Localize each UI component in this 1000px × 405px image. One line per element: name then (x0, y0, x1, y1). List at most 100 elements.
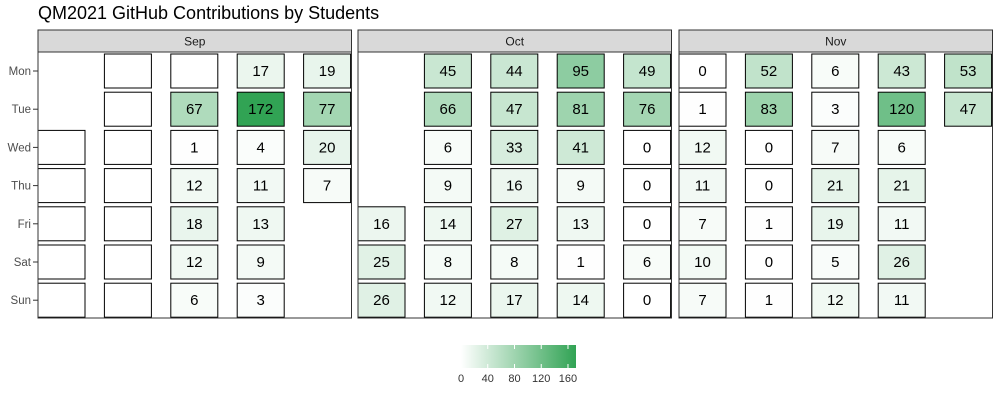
calendar-cell (423, 244, 472, 280)
calendar-cell (103, 91, 152, 127)
weekday-label: Sun (11, 295, 31, 307)
calendar-cell (236, 206, 285, 242)
calendar-cell (623, 168, 672, 204)
cell-value-label: 3 (831, 101, 839, 118)
cell-value-label: 0 (643, 216, 651, 233)
calendar-cell (37, 244, 86, 280)
calendar-cell (490, 129, 539, 165)
calendar-cell (103, 53, 152, 89)
cell-value-label: 76 (639, 101, 656, 118)
cell-value-label: 0 (643, 139, 651, 156)
cell-value-label: 172 (248, 101, 273, 118)
cell-value-label: 8 (444, 254, 452, 271)
calendar-cell (170, 129, 219, 165)
calendar-cell (103, 206, 152, 242)
calendar-cell (623, 129, 672, 165)
cell-value-label: 1 (698, 101, 706, 118)
weekday-label: Sat (14, 257, 32, 269)
weekday-label: Mon (9, 66, 31, 78)
calendar-cell (357, 282, 406, 318)
cell-value-label: 21 (827, 178, 844, 195)
weekday-label: Fri (18, 219, 31, 231)
calendar-cell (490, 244, 539, 280)
legend-tick-label: 40 (482, 373, 494, 385)
calendar-cell (944, 53, 993, 89)
cell-value-label: 12 (440, 292, 457, 309)
calendar-cell (744, 91, 793, 127)
cell-value-label: 18 (186, 216, 203, 233)
cell-value-label: 26 (373, 292, 390, 309)
cell-value-label: 13 (252, 216, 269, 233)
cell-value-label: 81 (572, 101, 589, 118)
calendar-cell (877, 168, 926, 204)
cell-value-label: 17 (252, 63, 269, 80)
cell-value-label: 0 (765, 254, 773, 271)
calendar-cell (944, 91, 993, 127)
legend-tick-label: 160 (559, 373, 577, 385)
calendar-cell (490, 53, 539, 89)
calendar-cell (490, 91, 539, 127)
cell-value-label: 13 (572, 216, 589, 233)
calendar-cell (236, 282, 285, 318)
cell-value-label: 66 (440, 101, 457, 118)
calendar-cell (303, 53, 352, 89)
legend-tick-label: 120 (532, 373, 550, 385)
calendar-cell (623, 91, 672, 127)
cell-value-label: 6 (831, 63, 839, 80)
calendar-cell (678, 282, 727, 318)
cell-value-label: 16 (373, 216, 390, 233)
cell-value-label: 12 (827, 292, 844, 309)
cell-value-label: 19 (319, 63, 336, 80)
cell-value-label: 7 (323, 178, 331, 195)
facet-label: Oct (505, 35, 524, 49)
calendar-cell (877, 91, 926, 127)
legend-tick-label: 0 (458, 373, 464, 385)
weekday-label: Wed (8, 142, 31, 154)
cell-value-label: 33 (506, 139, 523, 156)
cell-value-label: 41 (572, 139, 589, 156)
cell-value-label: 9 (444, 178, 452, 195)
cell-value-label: 12 (186, 254, 203, 271)
calendar-cell (103, 129, 152, 165)
cell-value-label: 67 (186, 101, 203, 118)
cell-value-label: 26 (893, 254, 910, 271)
calendar-cell (811, 244, 860, 280)
cell-value-label: 12 (694, 139, 711, 156)
calendar-cell (556, 206, 605, 242)
calendar-cell (811, 282, 860, 318)
cell-value-label: 17 (506, 292, 523, 309)
cell-value-label: 11 (253, 178, 269, 195)
calendar-cell (490, 206, 539, 242)
calendar-cell (556, 168, 605, 204)
calendar-cell (811, 206, 860, 242)
cell-value-label: 83 (761, 101, 778, 118)
cell-value-label: 14 (572, 292, 589, 309)
calendar-cell (170, 244, 219, 280)
calendar-cell (811, 129, 860, 165)
calendar-cell (423, 168, 472, 204)
calendar-cell (490, 168, 539, 204)
cell-value-label: 10 (694, 254, 711, 271)
calendar-cell (678, 168, 727, 204)
calendar-cell (170, 206, 219, 242)
calendar-cell (877, 53, 926, 89)
calendar-cell (37, 206, 86, 242)
calendar-cell (303, 129, 352, 165)
calendar-cell (744, 168, 793, 204)
calendar-cell (744, 53, 793, 89)
calendar-cell (556, 244, 605, 280)
calendar-cell (623, 53, 672, 89)
cell-value-label: 3 (257, 292, 265, 309)
cell-value-label: 11 (894, 292, 910, 309)
calendar-cell (744, 244, 793, 280)
cell-value-label: 1 (577, 254, 585, 271)
calendar-cell (678, 53, 727, 89)
cell-value-label: 5 (831, 254, 839, 271)
cell-value-label: 27 (506, 216, 523, 233)
calendar-cell (423, 129, 472, 165)
cell-value-label: 6 (643, 254, 651, 271)
facet-label: Nov (825, 35, 846, 49)
cell-value-label: 45 (440, 63, 457, 80)
legend-tick-label: 80 (508, 373, 520, 385)
panel-border (357, 51, 672, 319)
